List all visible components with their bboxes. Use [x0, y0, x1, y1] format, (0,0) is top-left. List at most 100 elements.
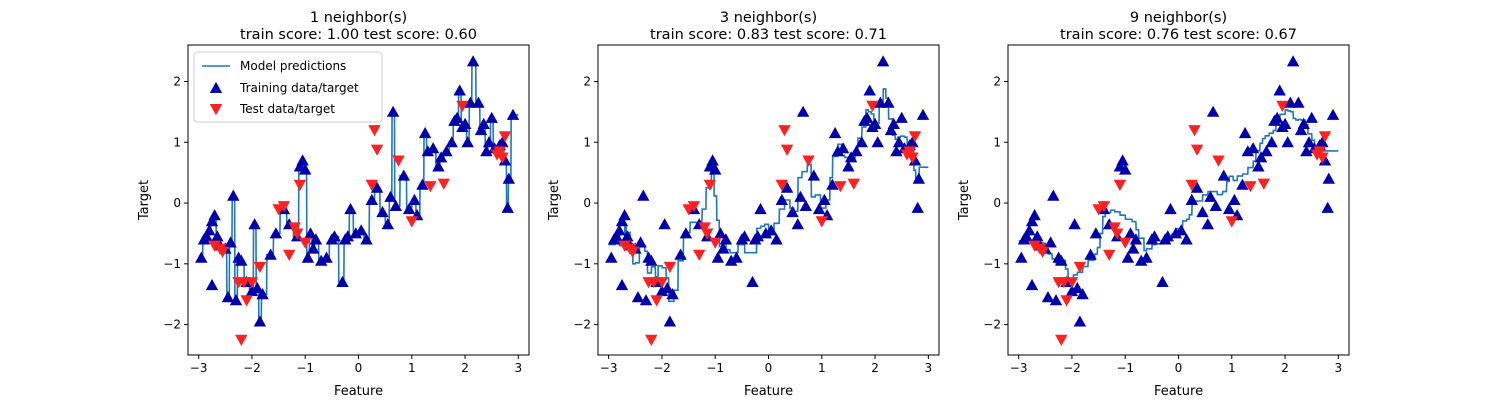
y-axis-label: Target — [137, 180, 152, 221]
train-point — [658, 218, 671, 230]
train-point — [434, 151, 448, 163]
train-point — [812, 202, 826, 215]
train-point — [304, 227, 317, 239]
y-tick-label: −2 — [983, 318, 1001, 332]
x-tick-label: −3 — [190, 361, 208, 375]
y-tick-label: 2 — [993, 74, 1001, 88]
train-point — [706, 154, 719, 166]
axes-frame — [597, 44, 940, 356]
test-point — [650, 295, 663, 307]
train-point — [799, 199, 812, 211]
train-point — [1169, 227, 1182, 239]
chart-title: 3 neighbor(s) — [720, 10, 817, 26]
train-point — [618, 209, 631, 221]
train-point — [299, 163, 312, 175]
train-point — [432, 160, 445, 172]
train-point — [1201, 218, 1214, 230]
train-point — [1089, 227, 1103, 239]
train-point — [389, 199, 402, 211]
train-point — [205, 215, 219, 227]
test-point — [1060, 295, 1073, 307]
train-point — [344, 202, 357, 215]
train-point — [248, 218, 261, 230]
train-point — [1196, 206, 1209, 218]
test-point — [392, 155, 405, 167]
train-point — [1265, 136, 1278, 148]
train-point — [402, 202, 416, 215]
train-point — [634, 236, 647, 248]
train-point — [1065, 285, 1079, 297]
train-point — [365, 193, 378, 205]
test-point — [1057, 277, 1071, 289]
test-point — [663, 261, 677, 274]
train-point — [464, 96, 477, 108]
train-point — [1116, 154, 1129, 166]
train-point — [203, 224, 216, 236]
train-point — [227, 189, 240, 201]
x-tick-label: 3 — [515, 361, 523, 375]
test-point — [437, 178, 450, 190]
train-point — [1031, 230, 1044, 242]
train-point — [730, 251, 743, 263]
train-point — [759, 227, 772, 239]
test-point — [655, 277, 669, 289]
train-point — [605, 251, 618, 263]
x-tick-label: 2 — [461, 361, 469, 375]
train-point — [871, 136, 884, 148]
train-point — [360, 233, 373, 245]
train-point — [791, 218, 804, 230]
train-point — [195, 251, 208, 263]
test-point — [866, 100, 879, 112]
train-point — [1281, 136, 1294, 148]
train-point — [320, 251, 333, 263]
train-point — [1278, 117, 1292, 129]
test-point — [1108, 222, 1121, 234]
test-point — [847, 178, 860, 190]
train-point — [855, 136, 868, 148]
train-point — [1322, 172, 1335, 184]
train-point — [621, 230, 634, 242]
test-point — [498, 131, 512, 143]
test-point — [815, 216, 828, 228]
train-point — [637, 189, 650, 201]
train-point — [1164, 202, 1177, 215]
train-point — [1241, 145, 1254, 157]
test-point — [834, 181, 847, 193]
test-point — [288, 222, 301, 234]
train-point — [1049, 294, 1063, 306]
train-point — [341, 230, 354, 242]
y-tick-label: −2 — [163, 318, 181, 332]
test-point — [370, 144, 384, 156]
x-tick-label: −1 — [1116, 361, 1134, 375]
train-point — [426, 142, 440, 154]
train-point — [1084, 248, 1097, 260]
train-point — [725, 254, 738, 266]
train-point — [445, 136, 458, 148]
train-point — [1129, 233, 1143, 245]
train-point — [874, 96, 887, 108]
train-point — [868, 117, 882, 129]
train-point — [1127, 242, 1140, 254]
y-tick-label: 1 — [583, 135, 591, 149]
train-point — [421, 145, 434, 157]
y-tick-label: −2 — [573, 318, 591, 332]
train-point — [844, 151, 858, 163]
chart-subtitle: train score: 0.83 test score: 0.71 — [650, 27, 887, 43]
train-point — [876, 55, 890, 67]
test-point — [802, 155, 815, 167]
train-point — [714, 227, 727, 239]
train-point — [1294, 123, 1308, 136]
train-point — [384, 190, 397, 202]
test-point — [1244, 181, 1257, 193]
legend-box — [193, 51, 383, 123]
train-point — [1025, 278, 1039, 291]
train-point — [780, 181, 794, 193]
test-point — [780, 144, 794, 156]
train-point — [386, 105, 400, 117]
train-point — [1292, 96, 1305, 108]
test-point — [1276, 100, 1289, 112]
test-point — [208, 240, 221, 252]
train-point — [1148, 230, 1161, 242]
test-point — [1073, 261, 1087, 274]
